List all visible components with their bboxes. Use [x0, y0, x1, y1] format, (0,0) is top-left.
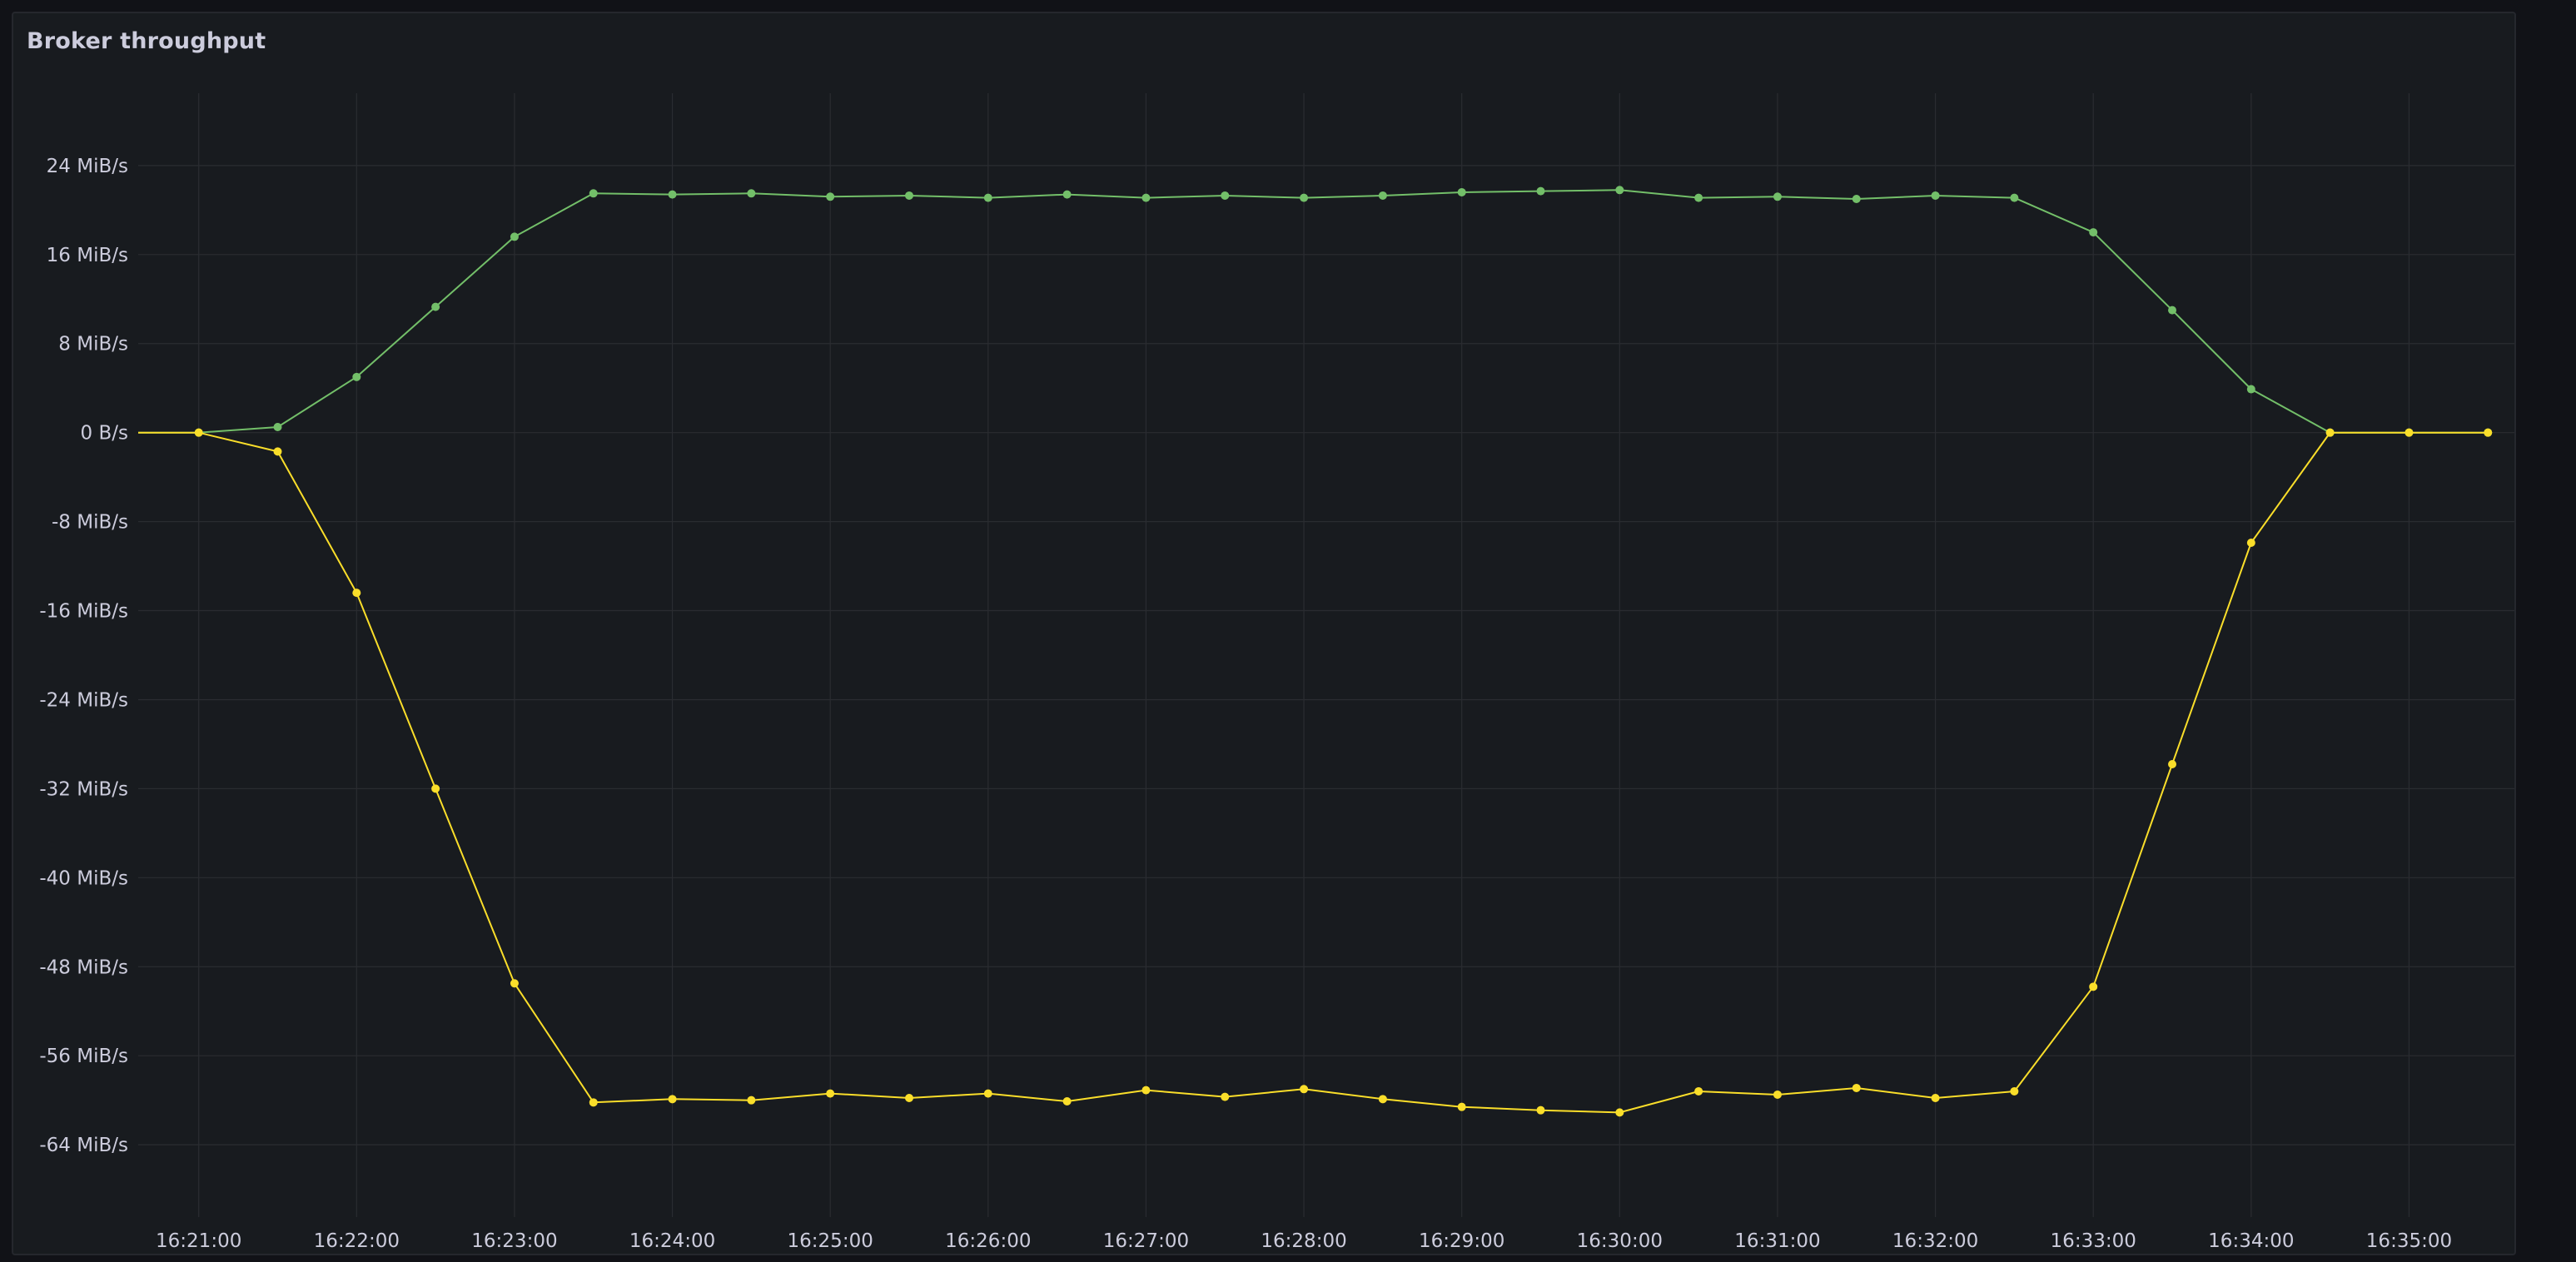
series-1-point[interactable] — [826, 192, 835, 201]
series-1-point[interactable] — [1773, 192, 1782, 201]
series-2-point[interactable] — [2246, 539, 2255, 547]
x-tick-label: 16:25:00 — [788, 1230, 873, 1252]
series-2-point[interactable] — [2168, 759, 2177, 768]
chart-panel: Broker throughput 24 MiB/s 16 MiB/s 8 MiB/… — [12, 12, 2516, 1255]
series-2-point[interactable] — [1457, 1102, 1466, 1111]
series-1-point[interactable] — [905, 191, 914, 200]
y-tick-label: -40 MiB/s — [39, 867, 128, 889]
series-1-point[interactable] — [352, 372, 361, 381]
series-1-point[interactable] — [2010, 193, 2019, 202]
series-1-point[interactable] — [1694, 193, 1703, 202]
y-tick-label: -24 MiB/s — [39, 689, 128, 711]
series-1-point[interactable] — [2089, 228, 2098, 237]
series-2-point[interactable] — [1615, 1108, 1624, 1117]
series-1-point[interactable] — [983, 193, 992, 202]
x-tick-label: 16:29:00 — [1419, 1230, 1504, 1252]
series-line-1[interactable] — [138, 189, 2489, 434]
y-tick-label: 0 B/s — [81, 423, 128, 445]
series-1-point[interactable] — [431, 302, 440, 311]
series-1-point[interactable] — [1931, 191, 1940, 200]
grid-layer — [138, 93, 2514, 1217]
series-2-point[interactable] — [1141, 1086, 1151, 1095]
series-1-point[interactable] — [747, 189, 756, 198]
series-1-point[interactable] — [1062, 190, 1072, 199]
series-2-point[interactable] — [2404, 428, 2414, 437]
series-1-point[interactable] — [668, 190, 677, 199]
series-1-point[interactable] — [273, 422, 282, 431]
series-2-point[interactable] — [2089, 982, 2098, 991]
series-2-point[interactable] — [589, 1098, 598, 1107]
y-tick-label: 8 MiB/s — [58, 334, 128, 355]
y-tick-label: 16 MiB/s — [47, 245, 128, 266]
series-2-point[interactable] — [983, 1089, 992, 1098]
x-tick-label: 16:34:00 — [2208, 1230, 2294, 1252]
series-2-point[interactable] — [668, 1095, 677, 1104]
series-1-point[interactable] — [1457, 187, 1466, 196]
series-1-point[interactable] — [510, 232, 519, 241]
throughput-chart[interactable]: 24 MiB/s 16 MiB/s 8 MiB/s 0 B/s -8 MiB/s -16 … — [13, 13, 2514, 1254]
series-2-point[interactable] — [1300, 1085, 1309, 1094]
series-2-point[interactable] — [905, 1093, 914, 1102]
x-tick-label: 16:35:00 — [2366, 1230, 2452, 1252]
x-axis: 16:21:00 16:22:00 16:23:00 16:24:00 16:25:00… — [156, 1230, 2452, 1252]
x-tick-label: 16:32:00 — [1892, 1230, 1978, 1252]
x-tick-label: 16:33:00 — [2051, 1230, 2136, 1252]
panel-header[interactable]: Broker throughput — [13, 13, 2514, 73]
series-2-point[interactable] — [1221, 1092, 1230, 1101]
series-2-point[interactable] — [1773, 1090, 1782, 1099]
series-2-point[interactable] — [352, 589, 361, 598]
x-tick-label: 16:21:00 — [156, 1230, 241, 1252]
x-tick-label: 16:31:00 — [1734, 1230, 1820, 1252]
series-1-point[interactable] — [1615, 186, 1624, 195]
series-2-point[interactable] — [826, 1089, 835, 1098]
series-line-2[interactable] — [138, 431, 2489, 1114]
x-tick-label: 16:26:00 — [945, 1230, 1031, 1252]
series-2-point[interactable] — [194, 428, 203, 437]
series-2-point[interactable] — [1694, 1086, 1703, 1096]
series-2-point[interactable] — [1062, 1096, 1072, 1105]
series-1-point[interactable] — [1300, 193, 1309, 202]
series-1-point[interactable] — [1378, 191, 1387, 200]
x-tick-label: 16:22:00 — [314, 1230, 400, 1252]
y-tick-label: -56 MiB/s — [39, 1046, 128, 1067]
y-tick-label: -16 MiB/s — [39, 601, 128, 623]
series-1-point[interactable] — [1852, 194, 1861, 203]
series-2-point[interactable] — [1931, 1093, 1940, 1102]
series-1-point[interactable] — [2168, 306, 2177, 315]
x-tick-label: 16:23:00 — [471, 1230, 557, 1252]
series-2-point[interactable] — [1378, 1095, 1387, 1104]
y-axis: 24 MiB/s 16 MiB/s 8 MiB/s 0 B/s -8 MiB/s -16 … — [39, 156, 128, 1156]
series-2-point[interactable] — [273, 447, 282, 456]
x-tick-label: 16:24:00 — [629, 1230, 715, 1252]
panel-title: Broker throughput — [27, 28, 266, 54]
series-1-point[interactable] — [1536, 186, 1545, 196]
series-1-point[interactable] — [2246, 385, 2255, 394]
y-tick-label: -48 MiB/s — [39, 956, 128, 978]
y-tick-label: -8 MiB/s — [52, 512, 128, 534]
y-tick-label: -32 MiB/s — [39, 778, 128, 800]
series-2-point[interactable] — [747, 1096, 756, 1105]
series-2-point[interactable] — [1852, 1083, 1861, 1092]
series-2-point[interactable] — [1536, 1105, 1545, 1115]
series-2-point[interactable] — [431, 784, 440, 793]
y-tick-label: 24 MiB/s — [47, 156, 128, 177]
series-1-point[interactable] — [1221, 191, 1230, 200]
x-tick-label: 16:27:00 — [1103, 1230, 1189, 1252]
series-2-point[interactable] — [2010, 1086, 2019, 1096]
x-tick-label: 16:28:00 — [1261, 1230, 1346, 1252]
series-layer — [138, 186, 2493, 1117]
series-2-point[interactable] — [2484, 428, 2493, 437]
series-1-point[interactable] — [1141, 193, 1151, 202]
series-2-point[interactable] — [2325, 428, 2335, 437]
x-tick-label: 16:30:00 — [1577, 1230, 1663, 1252]
y-tick-label: -64 MiB/s — [39, 1135, 128, 1156]
series-1-point[interactable] — [589, 189, 598, 198]
series-2-point[interactable] — [510, 979, 519, 988]
